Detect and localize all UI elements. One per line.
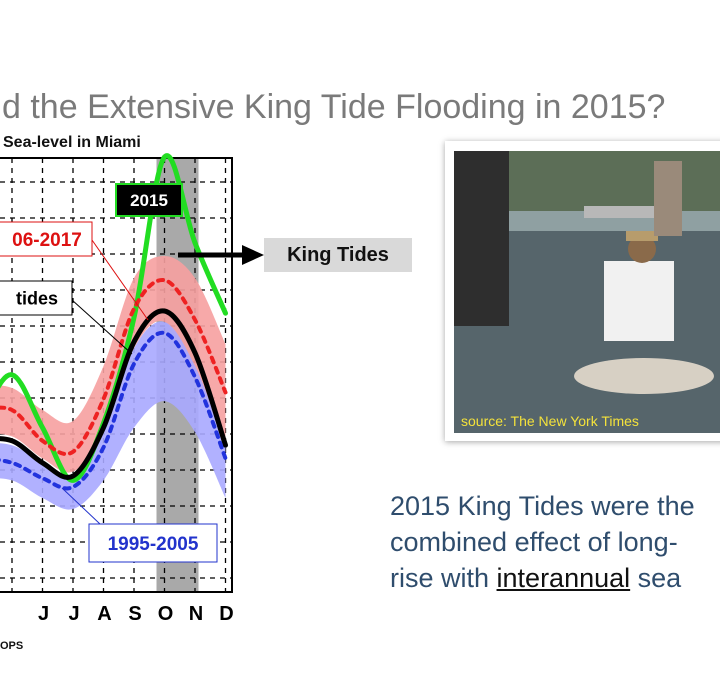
explanation-text: 2015 King Tides were the combined effect… (390, 488, 695, 596)
text-line-2: combined effect of long- (390, 527, 678, 557)
photo-caption: source: The New York Times (461, 413, 639, 429)
interannual-word: interannual (496, 563, 631, 593)
text-line-3: rise with interannual sea (390, 560, 695, 596)
text-line-1: 2015 King Tides were the (390, 491, 695, 521)
series-line-2015 (0, 153, 228, 483)
series-label-box (0, 280, 73, 316)
series-line-1995-2005 (0, 330, 228, 491)
leader-line-blue (61, 487, 101, 525)
x-tick-label: D (219, 603, 233, 625)
king-tides-label: King Tides (264, 238, 412, 272)
footnote: OPS (0, 640, 24, 652)
leader-line-black (71, 299, 133, 355)
text-line-3-c: sea (630, 563, 682, 593)
king-tides-arrow (178, 245, 264, 265)
plot-frame (0, 157, 233, 593)
leader-line-red (91, 239, 149, 321)
x-tick-label: J (68, 603, 79, 625)
slide-title: d the Extensive King Tide Flooding in 20… (2, 88, 666, 126)
photo-image (454, 151, 720, 433)
chart-labels: 2015 06-2017 tides 1995-2005 (0, 183, 218, 563)
series-label-box (115, 183, 183, 217)
confidence-band-1 (0, 321, 226, 510)
flood-photo: source: The New York Times (445, 141, 720, 441)
x-tick-label: S (128, 603, 141, 625)
series-label: 1995-2005 (108, 534, 199, 555)
x-tick-label: O (158, 603, 174, 625)
x-tick-label: A (97, 603, 111, 625)
series-label: 06-2017 (12, 230, 82, 251)
series-line-tides (0, 308, 228, 480)
text-line-3-a: rise with (390, 563, 497, 593)
photo-scene (454, 151, 720, 433)
series-label-box (88, 523, 218, 563)
chart-title: Sea-level in Miami (3, 134, 141, 151)
chart-series (0, 153, 228, 491)
x-tick-label: J (38, 603, 49, 625)
series-label-box (0, 221, 93, 257)
series-line-06-2017 (0, 278, 228, 456)
series-label: tides (16, 288, 58, 308)
series-label: 2015 (130, 191, 168, 210)
x-tick-label: N (189, 603, 203, 625)
